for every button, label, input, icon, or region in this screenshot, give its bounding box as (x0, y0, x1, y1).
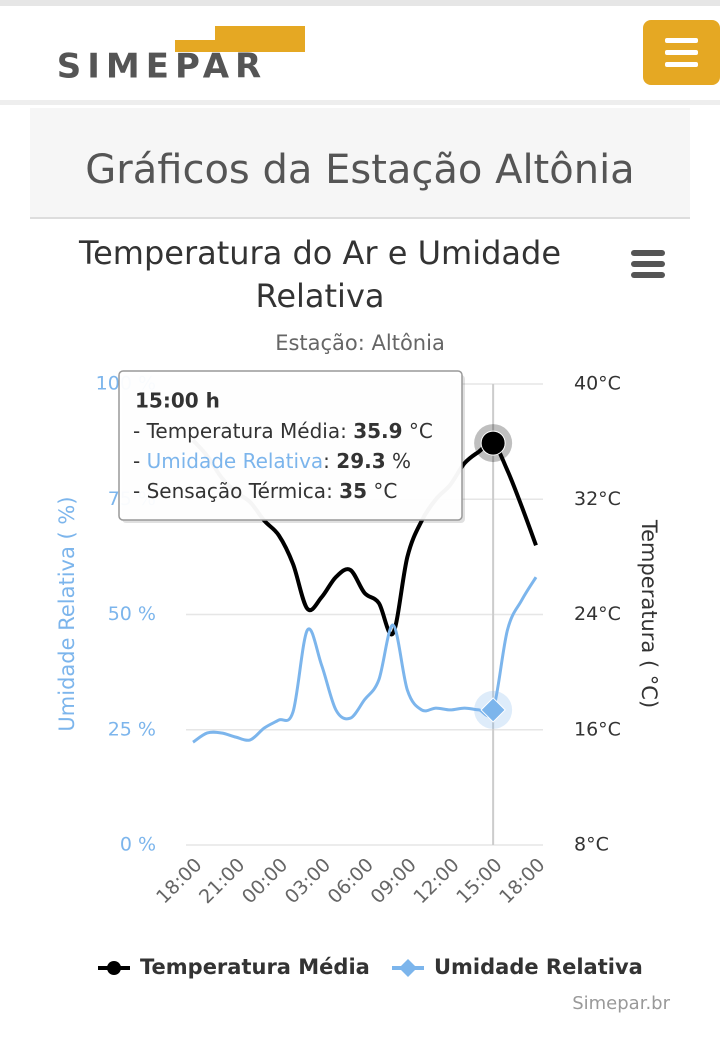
tooltip-value: 29.3 (336, 449, 385, 473)
y2-tick-label: 32°C (574, 488, 621, 510)
tooltip-unit: % (386, 449, 411, 473)
header-border (0, 100, 720, 105)
y2-tick-label: 16°C (574, 718, 621, 740)
menu-bar (665, 62, 698, 67)
x-tick-label: 18:00 (495, 854, 549, 908)
tooltip-row: - Umidade Relativa: 29.3 % (133, 449, 411, 473)
export-bar (631, 272, 665, 278)
y-axis-title: Umidade Relativa ( %) (55, 496, 79, 731)
tooltip-sep: : (340, 419, 353, 443)
y-tick-label: 0 % (120, 834, 156, 856)
x-tick-label: 12:00 (409, 854, 463, 908)
y-tick-label: 25 % (108, 718, 156, 740)
tooltip-prefix: - (133, 419, 147, 443)
tooltip-unit: °C (403, 419, 433, 443)
page-title: Gráficos da Estação Altônia (85, 147, 634, 193)
title-panel (30, 108, 690, 218)
y2-axis-title: Temperatura ( °C) (637, 519, 661, 708)
menu-button[interactable] (643, 20, 720, 85)
tooltip-value: 35 (339, 479, 367, 503)
tooltip-unit: °C (367, 479, 397, 503)
x-tick-label: 18:00 (152, 854, 206, 908)
chart-title-box: Temperatura do Ar e Umidade Relativa (78, 234, 562, 315)
series-line (192, 576, 538, 744)
chart-title: Temperatura do Ar e Umidade Relativa (78, 234, 562, 315)
legend-item[interactable]: Umidade Relativa (392, 955, 643, 979)
export-menu[interactable] (631, 250, 665, 278)
top-shadow (0, 0, 720, 6)
logo-notch (175, 26, 215, 40)
hover-marker (480, 430, 506, 456)
legend-item[interactable]: Temperatura Média (98, 955, 370, 979)
tooltip-row: - Sensação Térmica: 35 °C (133, 479, 397, 503)
tooltip-label: Temperatura Média (146, 419, 341, 443)
tooltip-row: - Temperatura Média: 35.9 °C (133, 419, 433, 443)
x-tick-label: 06:00 (324, 854, 378, 908)
tooltip-prefix: - (133, 449, 147, 473)
menu-bar (665, 50, 698, 55)
y2-tick-label: 8°C (574, 834, 609, 856)
y2-tick-label: 24°C (574, 603, 621, 625)
legend-marker (107, 961, 121, 975)
y-tick-label: 50 % (108, 603, 156, 625)
tooltip-prefix: - (133, 479, 147, 503)
x-tick-label: 21:00 (195, 854, 249, 908)
x-tick-label: 15:00 (452, 854, 506, 908)
logo-text: SIMEPAR (57, 47, 268, 87)
tooltip-sep: : (323, 449, 336, 473)
x-tick-label: 09:00 (367, 854, 421, 908)
y2-tick-label: 40°C (574, 373, 621, 395)
logo: SIMEPAR (57, 26, 305, 87)
chart-subtitle: Estação: Altônia (275, 331, 445, 355)
menu-bar (665, 38, 698, 43)
tooltip-heading: 15:00 h (135, 389, 220, 413)
tooltip-box (118, 370, 463, 521)
export-bar (631, 261, 665, 267)
credits[interactable]: Simepar.br (572, 993, 670, 1014)
tooltip-sep: : (326, 479, 339, 503)
tooltip-label: Sensação Térmica (147, 479, 326, 503)
legend-label: Temperatura Média (140, 955, 370, 979)
hover-marker (480, 697, 506, 723)
x-tick-label: 03:00 (281, 854, 335, 908)
legend-label: Umidade Relativa (434, 955, 643, 979)
tooltip-label: Umidade Relativa (147, 449, 324, 473)
x-tick-label: 00:00 (238, 854, 292, 908)
tooltip: 15:00 h- Temperatura Média: 35.9 °C- Umi… (118, 370, 465, 523)
export-bar (631, 250, 665, 256)
tooltip-value: 35.9 (353, 419, 402, 443)
legend-marker (399, 959, 417, 977)
